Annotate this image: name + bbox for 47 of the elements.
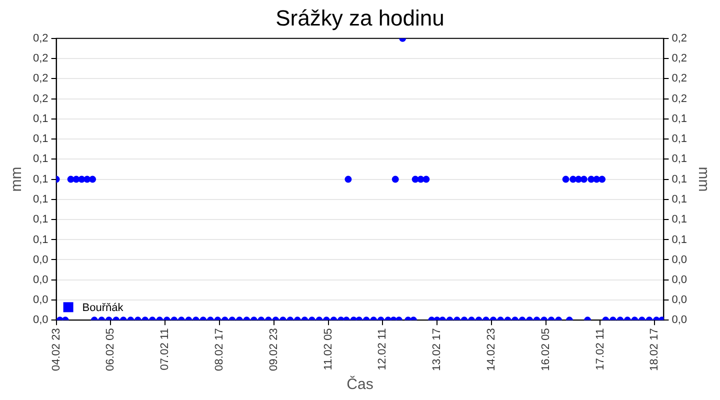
x-tick-label: 04.02 23 xyxy=(50,328,62,372)
y2-tick-label: 0,0 xyxy=(672,294,688,306)
x-axis-title: Čas xyxy=(346,375,374,394)
y-axis-title: mm xyxy=(8,166,26,192)
y-tick-label: 0,2 xyxy=(32,52,48,65)
x-tick-label: 16.02 05 xyxy=(540,328,552,372)
y2-tick-label: 0,0 xyxy=(672,314,688,326)
y-tick-label: 0,1 xyxy=(32,133,48,146)
y-tick-label: 0,0 xyxy=(32,274,48,286)
y2-tick-label: 0,1 xyxy=(672,214,688,226)
x-tick-label: 17.02 11 xyxy=(594,328,606,370)
y2-tick-label: 0,1 xyxy=(672,133,688,146)
y-tick-label: 0,1 xyxy=(32,112,48,125)
y-tick-label: 0,2 xyxy=(32,72,48,85)
y-tick-label: 0,2 xyxy=(32,32,48,44)
x-tick-label: 11.02 05 xyxy=(322,328,334,370)
y2-tick-label: 0,0 xyxy=(672,254,688,266)
y2-tick-label: 0,1 xyxy=(672,193,688,206)
y-tick-label: 0,2 xyxy=(32,92,48,105)
y2-axis-title: mm xyxy=(694,166,712,192)
y-tick-label: 0,1 xyxy=(32,193,48,206)
x-tick-label: 14.02 23 xyxy=(485,328,498,372)
x-tick-label: 13.02 17 xyxy=(431,328,444,372)
y2-tick-label: 0,2 xyxy=(672,32,688,44)
chart-title: Srážky za hodinu xyxy=(276,5,444,30)
x-tick-label: 07.02 11 xyxy=(159,328,172,370)
y2-tick-label: 0,2 xyxy=(672,52,688,65)
y2-tick-label: 0,2 xyxy=(672,72,688,85)
y-tick-label: 0,1 xyxy=(32,153,48,166)
x-tick-label: 12.02 11 xyxy=(376,328,389,370)
y2-tick-label: 0,1 xyxy=(672,153,688,166)
y-tick-label: 0,1 xyxy=(32,214,48,226)
x-tick-label: 08.02 17 xyxy=(214,328,226,372)
y-tick-label: 0,0 xyxy=(32,254,48,266)
y-tick-label: 0,1 xyxy=(32,173,48,186)
y-tick-label: 0,0 xyxy=(32,314,48,326)
y2-tick-label: 0,1 xyxy=(672,112,688,125)
y2-tick-label: 0,1 xyxy=(672,173,688,186)
y2-tick-label: 0,0 xyxy=(672,274,688,286)
x-tick-label: 06.02 05 xyxy=(104,328,117,372)
y2-tick-label: 0,2 xyxy=(672,92,688,105)
legend-label: Bouřňák xyxy=(82,302,124,314)
x-tick-label: 18.02 17 xyxy=(648,328,661,372)
x-tick-label: 09.02 23 xyxy=(268,328,280,372)
y2-tick-label: 0,1 xyxy=(672,234,688,246)
y-tick-label: 0,0 xyxy=(32,294,48,306)
y-tick-label: 0,1 xyxy=(32,234,48,246)
